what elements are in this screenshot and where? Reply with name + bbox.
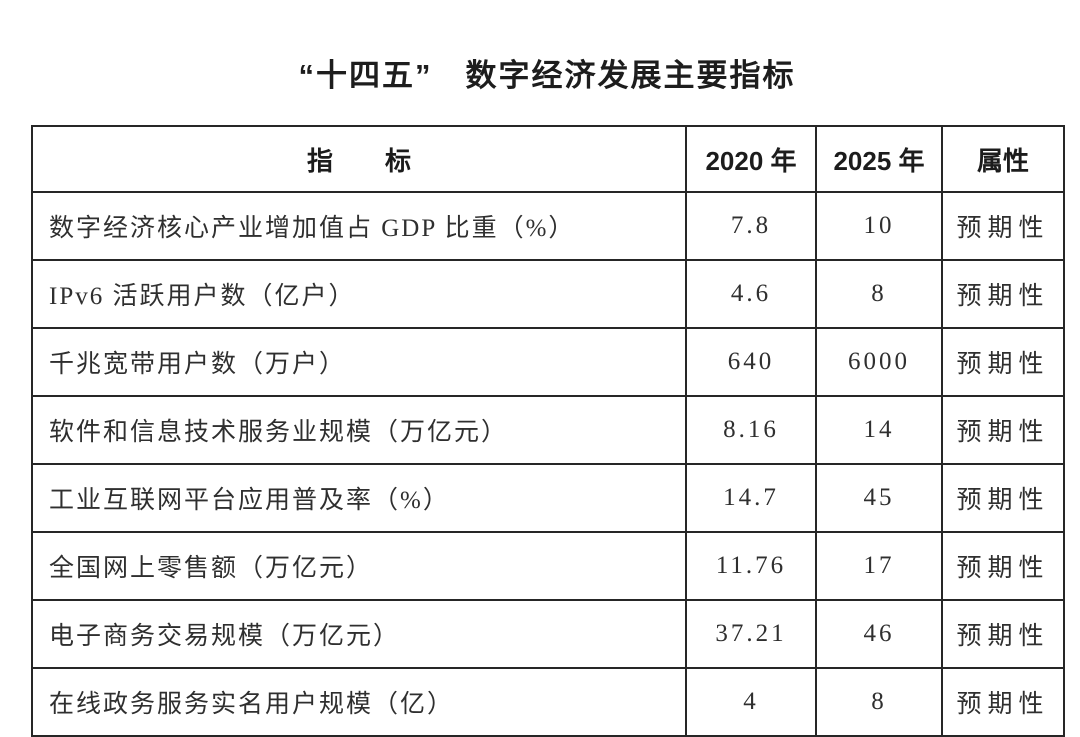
attribute-value: 预期性 xyxy=(941,395,1065,465)
table-row: IPv6 活跃用户数（亿户） 4.6 8 预期性 xyxy=(31,259,1065,329)
table-row: 全国网上零售额（万亿元） 11.76 17 预期性 xyxy=(31,531,1065,601)
value-2025: 8 xyxy=(815,259,943,329)
value-2025: 46 xyxy=(815,599,943,669)
table-row: 工业互联网平台应用普及率（%） 14.7 45 预期性 xyxy=(31,463,1065,533)
header-2020: 2020 年 xyxy=(685,125,817,193)
value-2020: 4.6 xyxy=(685,259,817,329)
table-header-row: 指 标 2020 年 2025 年 属性 xyxy=(31,125,1065,193)
indicator-name: 数字经济核心产业增加值占 GDP 比重（%） xyxy=(31,191,687,261)
table-row: 电子商务交易规模（万亿元） 37.21 46 预期性 xyxy=(31,599,1065,669)
indicator-name: 工业互联网平台应用普及率（%） xyxy=(31,463,687,533)
attribute-value: 预期性 xyxy=(941,463,1065,533)
indicator-name: 电子商务交易规模（万亿元） xyxy=(31,599,687,669)
attribute-value: 预期性 xyxy=(941,667,1065,737)
value-2025: 8 xyxy=(815,667,943,737)
value-2025: 14 xyxy=(815,395,943,465)
table-row: 在线政务服务实名用户规模（亿） 4 8 预期性 xyxy=(31,667,1065,737)
value-2020: 4 xyxy=(685,667,817,737)
value-2020: 37.21 xyxy=(685,599,817,669)
attribute-value: 预期性 xyxy=(941,599,1065,669)
value-2020: 14.7 xyxy=(685,463,817,533)
value-2025: 6000 xyxy=(815,327,943,397)
header-2025: 2025 年 xyxy=(815,125,943,193)
value-2020: 640 xyxy=(685,327,817,397)
table-row: 软件和信息技术服务业规模（万亿元） 8.16 14 预期性 xyxy=(31,395,1065,465)
indicator-name: 千兆宽带用户数（万户） xyxy=(31,327,687,397)
header-indicator: 指 标 xyxy=(31,125,687,193)
attribute-value: 预期性 xyxy=(941,191,1065,261)
indicator-name: 全国网上零售额（万亿元） xyxy=(31,531,687,601)
page-title: “十四五” 数字经济发展主要指标 xyxy=(298,58,796,93)
value-2025: 17 xyxy=(815,531,943,601)
indicator-name: 软件和信息技术服务业规模（万亿元） xyxy=(31,395,687,465)
attribute-value: 预期性 xyxy=(941,327,1065,397)
value-2020: 11.76 xyxy=(685,531,817,601)
value-2020: 8.16 xyxy=(685,395,817,465)
indicator-table: 指 标 2020 年 2025 年 属性 数字经济核心产业增加值占 GDP 比重… xyxy=(31,125,1065,737)
value-2020: 7.8 xyxy=(685,191,817,261)
attribute-value: 预期性 xyxy=(941,259,1065,329)
table-row: 千兆宽带用户数（万户） 640 6000 预期性 xyxy=(31,327,1065,397)
indicator-name: 在线政务服务实名用户规模（亿） xyxy=(31,667,687,737)
table-row: 数字经济核心产业增加值占 GDP 比重（%） 7.8 10 预期性 xyxy=(31,191,1065,261)
header-attribute: 属性 xyxy=(941,125,1065,193)
indicator-name: IPv6 活跃用户数（亿户） xyxy=(31,259,687,329)
attribute-value: 预期性 xyxy=(941,531,1065,601)
value-2025: 45 xyxy=(815,463,943,533)
value-2025: 10 xyxy=(815,191,943,261)
